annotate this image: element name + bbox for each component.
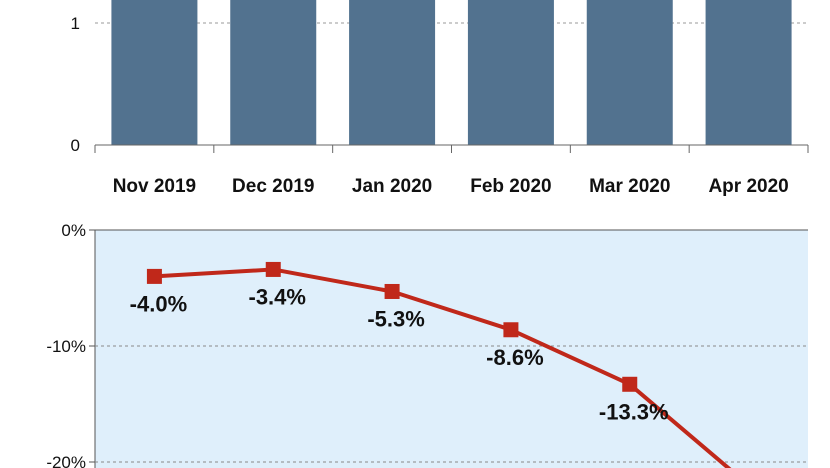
- x-tick-label: Mar 2020: [589, 176, 670, 197]
- bar: [230, 0, 317, 145]
- x-tick-label: Jan 2020: [352, 176, 432, 197]
- x-tick-label: Nov 2019: [113, 176, 196, 197]
- y-tick-label: 0%: [61, 221, 86, 240]
- bar-panel: 0 1 Nov 2019 Dec 2019 Jan 2020 Feb 2020 Mar 20…: [71, 0, 809, 197]
- data-point: [146, 268, 162, 284]
- bar: [467, 0, 554, 145]
- y-tick-label: 0: [71, 136, 80, 155]
- data-point: [503, 322, 519, 338]
- y-tick-label: 1: [71, 14, 80, 33]
- data-label: -13.3%: [599, 399, 669, 424]
- x-tick-label: Apr 2020: [708, 176, 788, 197]
- data-label: -3.4%: [249, 284, 306, 309]
- y-tick-label: -10%: [46, 337, 86, 356]
- data-label: -8.6%: [486, 345, 543, 370]
- bar: [705, 0, 792, 145]
- plot-background: [95, 230, 808, 468]
- x-tick-label: Dec 2019: [232, 176, 314, 197]
- data-label: -4.0%: [130, 291, 187, 316]
- data-point: [265, 261, 281, 277]
- x-tick-label: Feb 2020: [470, 176, 551, 197]
- line-panel: 0% -10% -20% -4.0% -3.4% -5.3% -8.6% -13.3%: [46, 221, 808, 468]
- data-point: [384, 283, 400, 299]
- data-label: -5.3%: [367, 306, 424, 331]
- bar: [349, 0, 436, 145]
- series-line: [154, 267, 732, 468]
- data-point: [622, 376, 638, 392]
- bar: [586, 0, 673, 145]
- bar: [111, 0, 198, 145]
- y-tick-label: -20%: [46, 453, 86, 468]
